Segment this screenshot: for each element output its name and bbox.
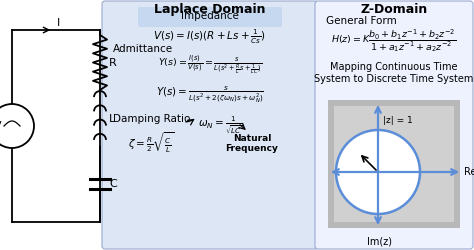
Text: L: L	[109, 114, 115, 124]
Text: I: I	[57, 18, 61, 28]
Text: $\omega_N=\frac{1}{\sqrt{LC}}$: $\omega_N=\frac{1}{\sqrt{LC}}$	[198, 115, 243, 137]
Text: General Form: General Form	[326, 16, 397, 26]
Text: Laplace Domain: Laplace Domain	[154, 3, 266, 16]
FancyBboxPatch shape	[138, 7, 282, 27]
Text: C: C	[109, 179, 117, 189]
Text: Damping Ratio: Damping Ratio	[113, 114, 191, 124]
Text: $\zeta=\frac{R}{2}\sqrt{\frac{C}{L}}$: $\zeta=\frac{R}{2}\sqrt{\frac{C}{L}}$	[128, 130, 174, 154]
Text: Im(z): Im(z)	[367, 236, 392, 246]
Text: Mapping Continuous Time
System to Discrete Time System: Mapping Continuous Time System to Discre…	[314, 62, 474, 84]
Bar	[334, 106, 454, 222]
Text: $Y(s)=\frac{s}{L(s^2+2(\zeta\omega_N)s+\omega_N^2)}$: $Y(s)=\frac{s}{L(s^2+2(\zeta\omega_N)s+\…	[156, 85, 264, 105]
Text: R: R	[109, 58, 117, 68]
Text: Z-Domain: Z-Domain	[360, 3, 428, 16]
Text: $V(s) = I(s)(R + Ls + \frac{1}{Cs})$: $V(s) = I(s)(R + Ls + \frac{1}{Cs})$	[154, 28, 266, 46]
Text: Re(z): Re(z)	[464, 167, 474, 177]
FancyBboxPatch shape	[315, 1, 473, 249]
Text: Impedance: Impedance	[181, 11, 239, 21]
Text: |z| = 1: |z| = 1	[383, 116, 413, 125]
FancyBboxPatch shape	[102, 1, 318, 249]
Text: Natural
Frequency: Natural Frequency	[226, 134, 278, 154]
Bar	[328, 100, 460, 228]
Circle shape	[0, 104, 34, 148]
Text: Admittance: Admittance	[113, 44, 173, 54]
Text: V: V	[0, 121, 2, 131]
Text: $H(z)=K\dfrac{b_0+b_1z^{-1}+b_2z^{-2}}{1+a_1z^{-1}+a_2z^{-2}}$: $H(z)=K\dfrac{b_0+b_1z^{-1}+b_2z^{-2}}{1…	[331, 27, 456, 54]
Circle shape	[336, 130, 420, 214]
Text: $Y(s)=\frac{I(s)}{V(s)}=\frac{s}{L(s^2+\frac{R}{L}s+\frac{1}{LC})}$: $Y(s)=\frac{I(s)}{V(s)}=\frac{s}{L(s^2+\…	[158, 54, 262, 76]
